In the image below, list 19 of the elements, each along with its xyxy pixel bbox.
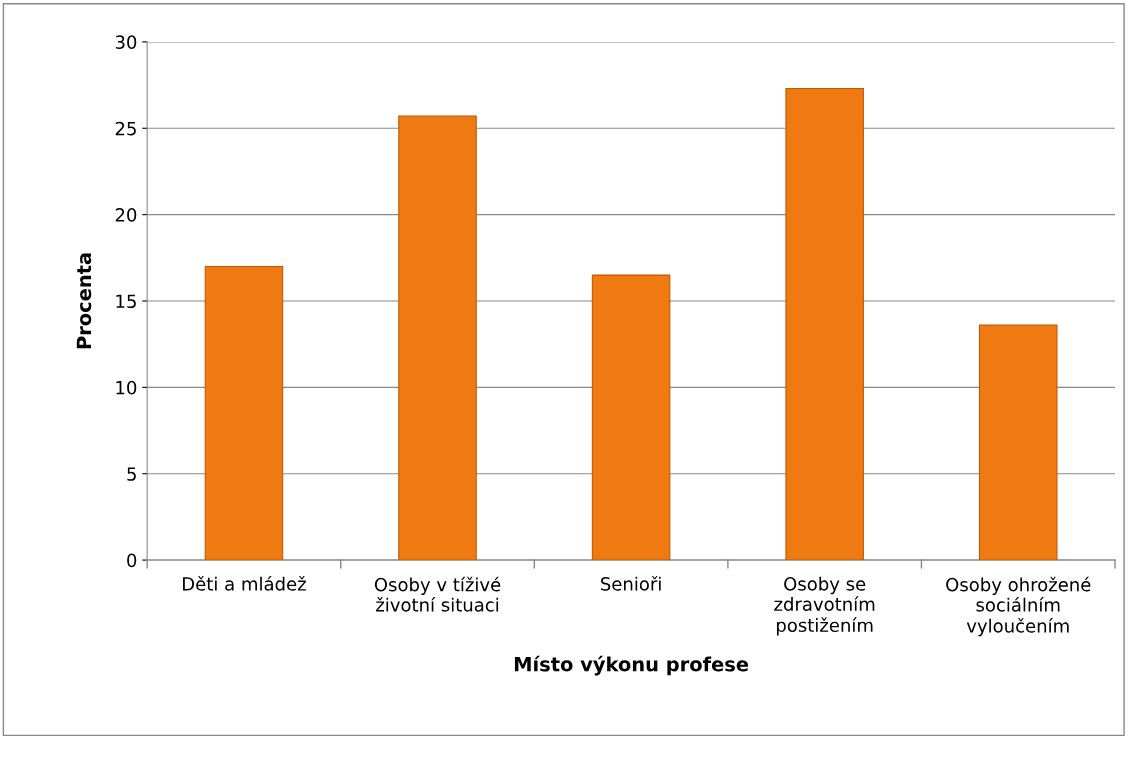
y-axis-title: Procenta: [76, 253, 92, 349]
bar: [204, 265, 284, 561]
bar: [978, 324, 1058, 561]
y-tick-label: 15: [116, 294, 136, 309]
x-tick-label: Osoby se zdravotním postižením: [774, 576, 875, 636]
y-tick-label: 25: [115, 121, 136, 136]
bar: [785, 87, 864, 561]
y-tick-label: 10: [116, 380, 137, 395]
y-tick-label: 5: [127, 467, 136, 481]
y-tick-label: 0: [127, 553, 137, 568]
bar: [398, 115, 477, 561]
y-tick-label: 30: [115, 35, 137, 50]
x-tick-label: Osoby v tíživé životní situaci: [374, 576, 501, 612]
x-tick-label: Děti a mládež: [183, 576, 306, 591]
x-axis-title: Místo výkonu profese: [514, 655, 749, 676]
y-tick-label: 20: [115, 208, 137, 222]
bar: [591, 274, 671, 561]
x-tick-label: Osoby ohrožené sociálním vyloučením: [946, 576, 1091, 637]
x-tick-label: Senioři: [601, 576, 661, 591]
